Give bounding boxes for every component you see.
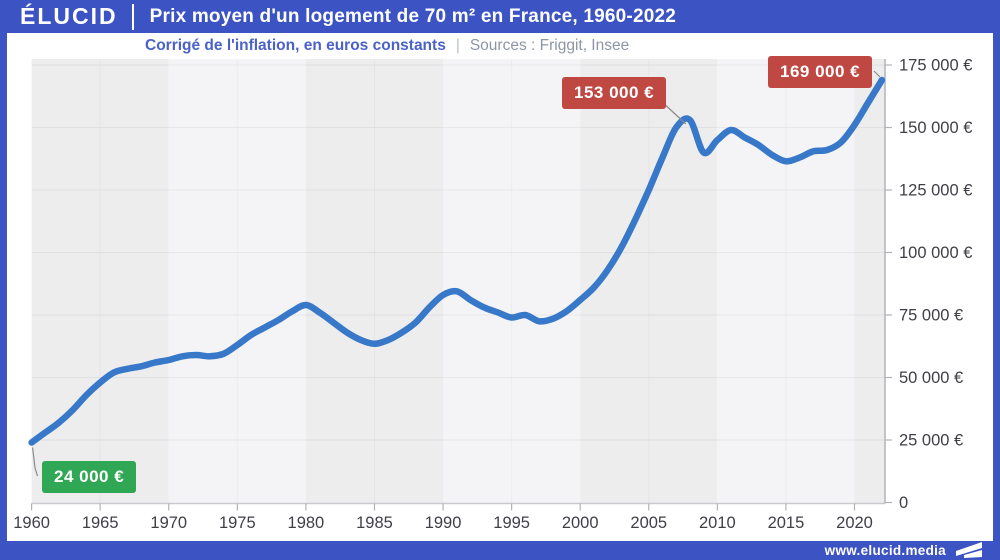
x-tick-label: 2010	[699, 514, 736, 532]
callout-line-1960	[32, 447, 39, 477]
decade-band	[854, 59, 885, 504]
x-tick-label: 1990	[425, 514, 462, 532]
y-tick-label: 175 000 €	[899, 57, 972, 75]
x-tick-label: 1985	[356, 514, 393, 532]
y-tick-label: 100 000 €	[899, 244, 972, 262]
left-border	[0, 0, 7, 560]
y-tick-label: 50 000 €	[899, 369, 963, 387]
x-tick-label: 1960	[13, 514, 50, 532]
x-tick-label: 2020	[836, 514, 873, 532]
y-tick-label: 125 000 €	[899, 182, 972, 200]
subtitle-sources: Sources : Friggit, Insee	[469, 37, 630, 54]
footer-bar: www.elucid.media	[0, 541, 1000, 560]
y-tick-label: 150 000 €	[899, 119, 972, 137]
y-tick-label: 75 000 €	[899, 307, 963, 325]
decade-band	[443, 59, 581, 504]
price-line	[28, 76, 886, 446]
annotation-badge-2008: 153 000 €	[562, 77, 667, 109]
annotation-badge-1960: 24 000 €	[42, 461, 137, 493]
decade-band	[168, 59, 306, 504]
x-tick-label: 1975	[219, 514, 256, 532]
decade-band	[305, 59, 444, 504]
subtitle-separator: |	[455, 37, 460, 54]
y-tick-label: 25 000 €	[899, 432, 963, 450]
callout-line-2022	[873, 70, 881, 78]
header-divider	[131, 3, 134, 30]
annotation-badge-2022: 169 000 €	[768, 56, 873, 88]
elucid-flag-icon	[956, 542, 982, 558]
footer-url[interactable]: www.elucid.media	[824, 543, 946, 558]
x-tick-label: 1970	[150, 514, 187, 532]
x-tick-label: 1980	[288, 514, 325, 532]
page-title: Prix moyen d'un logement de 70 m² en Fra…	[149, 5, 677, 27]
x-tick-label: 1995	[493, 514, 530, 532]
subtitle-row: Corrigé de l'inflation, en euros constan…	[145, 33, 629, 59]
right-border	[993, 0, 1000, 560]
x-tick-label: 2000	[562, 514, 599, 532]
x-tick-label: 2005	[630, 514, 667, 532]
x-tick-label: 1965	[82, 514, 119, 532]
x-tick-label: 2015	[768, 514, 805, 532]
y-tick-label: 0	[899, 494, 908, 512]
subtitle-note: Corrigé de l'inflation, en euros constan…	[145, 37, 446, 54]
elucid-logo: ÉLUCID	[20, 3, 118, 29]
header-bar: ÉLUCID Prix moyen d'un logement de 70 m²…	[0, 0, 1000, 33]
